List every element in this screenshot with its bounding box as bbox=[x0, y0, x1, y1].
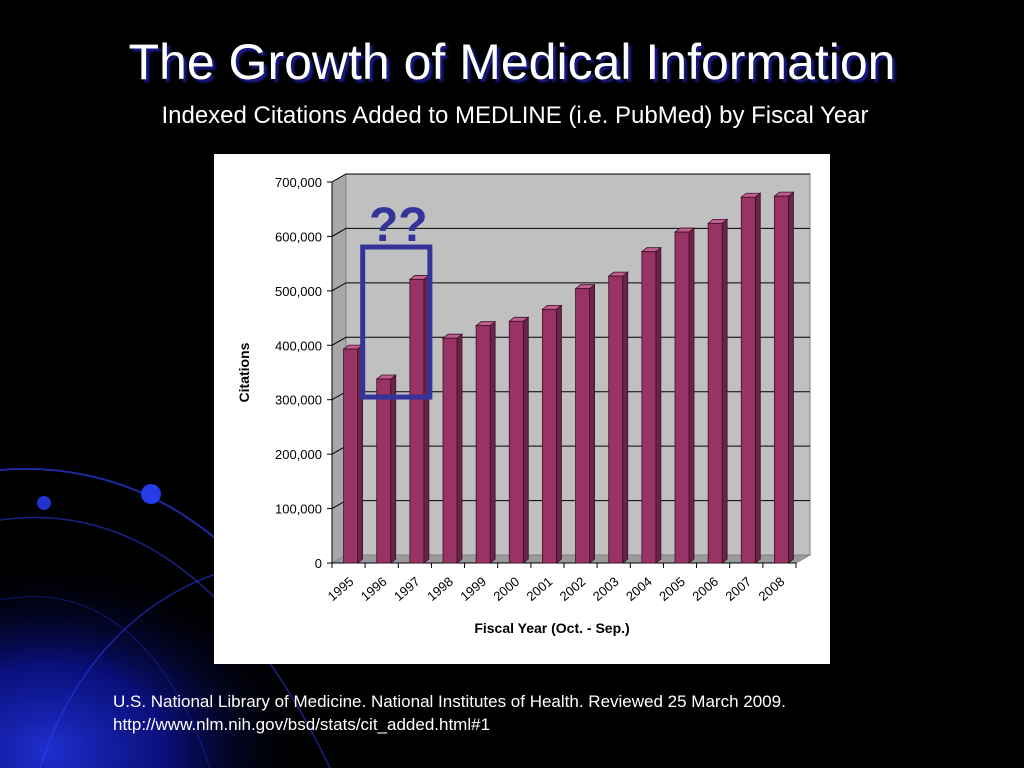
x-tick-label: 1998 bbox=[424, 574, 456, 604]
bar bbox=[541, 304, 563, 564]
y-axis-label: Citations bbox=[236, 342, 252, 402]
y-tick-label: 500,000 bbox=[275, 284, 322, 299]
bar bbox=[740, 192, 762, 564]
bar bbox=[707, 218, 729, 564]
source-url[interactable]: http://www.nlm.nih.gov/bsd/stats/cit_add… bbox=[113, 715, 491, 734]
x-tick-label: 2005 bbox=[656, 574, 688, 604]
gridline bbox=[331, 227, 810, 237]
bar bbox=[441, 333, 464, 564]
x-tick-label: 2001 bbox=[524, 574, 556, 604]
bar bbox=[475, 320, 497, 564]
x-tick-label: 2003 bbox=[590, 574, 622, 604]
gridline bbox=[331, 173, 810, 183]
bar bbox=[375, 374, 397, 564]
bar bbox=[640, 246, 662, 564]
bar bbox=[342, 344, 364, 564]
x-tick-label: 2008 bbox=[756, 574, 788, 604]
chart-panel: 0 100,000 200,000 300,000 400,000 500,000 600,… bbox=[214, 154, 830, 664]
bar bbox=[574, 283, 596, 564]
annotation-question-marks: ?? bbox=[369, 199, 428, 252]
x-tick-label: 2006 bbox=[689, 574, 721, 604]
x-tick-label: 2007 bbox=[722, 574, 754, 604]
y-tick-label: 700,000 bbox=[275, 175, 322, 190]
annotation-box bbox=[360, 244, 433, 400]
bar bbox=[607, 271, 629, 564]
bar bbox=[408, 274, 430, 564]
plot-floor bbox=[330, 554, 812, 564]
y-tick-label: 200,000 bbox=[275, 447, 322, 462]
x-tick-label: 2000 bbox=[490, 574, 522, 604]
y-tick-label: 100,000 bbox=[275, 502, 322, 517]
x-tick-label: 1997 bbox=[391, 574, 423, 604]
source-citation: U.S. National Library of Medicine. Natio… bbox=[113, 690, 993, 736]
bar bbox=[673, 227, 696, 564]
slide-title: The Growth of Medical Information bbox=[128, 34, 896, 90]
source-line-1: U.S. National Library of Medicine. Natio… bbox=[113, 692, 786, 711]
y-tick-label: 400,000 bbox=[275, 338, 322, 353]
y-tick-label: 0 bbox=[315, 556, 322, 571]
bar bbox=[773, 191, 795, 564]
slide-subtitle: Indexed Citations Added to MEDLINE (i.e.… bbox=[161, 102, 869, 129]
x-tick-label: 1999 bbox=[457, 574, 489, 604]
y-tick-label: 300,000 bbox=[275, 393, 322, 408]
x-tick-label: 1996 bbox=[358, 574, 390, 604]
x-axis-label: Fiscal Year (Oct. - Sep.) bbox=[474, 620, 629, 636]
x-tick-label: 1995 bbox=[325, 574, 357, 604]
y-tick-label: 600,000 bbox=[275, 229, 322, 244]
bar bbox=[508, 316, 530, 564]
x-tick-label: 2004 bbox=[623, 574, 655, 604]
x-tick-label: 2002 bbox=[557, 574, 589, 604]
bar-chart: 0 100,000 200,000 300,000 400,000 500,000 600,… bbox=[236, 173, 812, 636]
